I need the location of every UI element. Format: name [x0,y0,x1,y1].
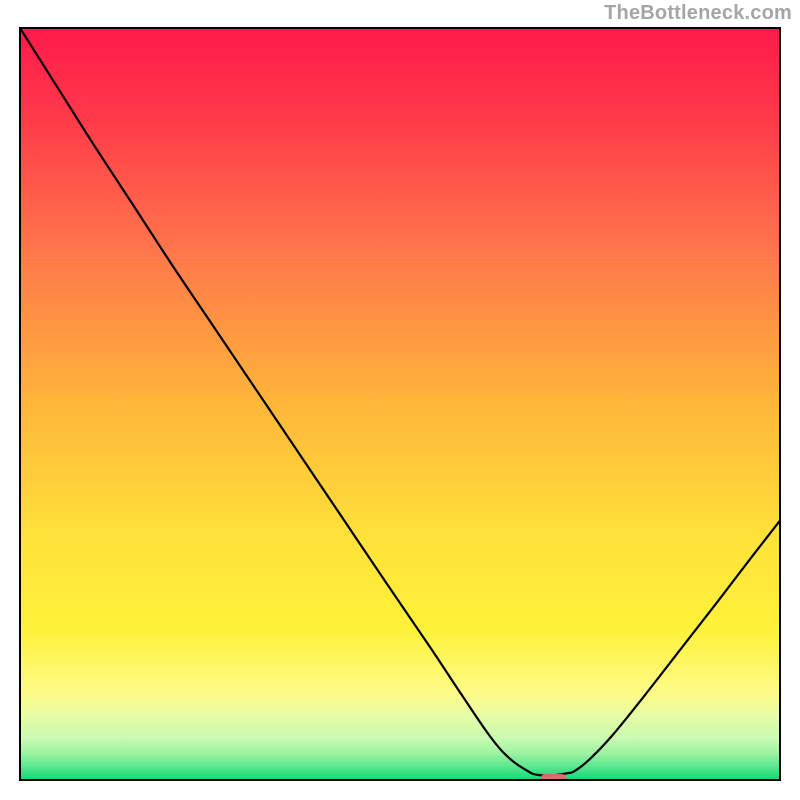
minimum-marker [541,774,567,783]
chart-stage: TheBottleneck.com [0,0,800,800]
bottleneck-chart [0,0,800,800]
